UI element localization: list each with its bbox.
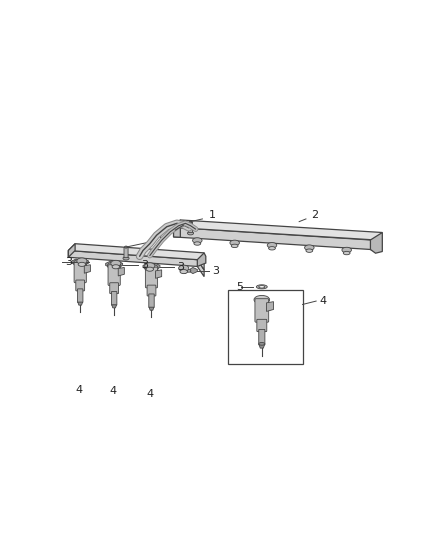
- Polygon shape: [173, 220, 180, 237]
- Text: 4: 4: [320, 296, 327, 306]
- Ellipse shape: [267, 243, 277, 248]
- Ellipse shape: [343, 252, 350, 255]
- Text: 3: 3: [65, 257, 72, 268]
- Ellipse shape: [112, 265, 120, 269]
- Ellipse shape: [112, 263, 116, 266]
- Ellipse shape: [74, 260, 87, 267]
- Ellipse shape: [268, 247, 276, 250]
- Polygon shape: [72, 259, 78, 265]
- Polygon shape: [149, 307, 154, 310]
- Polygon shape: [191, 268, 197, 273]
- Ellipse shape: [78, 261, 82, 264]
- FancyBboxPatch shape: [149, 294, 154, 308]
- Ellipse shape: [256, 285, 267, 289]
- Ellipse shape: [107, 262, 121, 270]
- Ellipse shape: [187, 231, 194, 235]
- Ellipse shape: [194, 242, 201, 245]
- FancyBboxPatch shape: [147, 285, 156, 296]
- Polygon shape: [84, 265, 90, 273]
- Ellipse shape: [179, 265, 189, 271]
- Polygon shape: [118, 268, 124, 276]
- Polygon shape: [173, 220, 382, 240]
- Polygon shape: [143, 263, 150, 270]
- Text: 5: 5: [237, 282, 244, 292]
- Ellipse shape: [259, 286, 265, 288]
- FancyBboxPatch shape: [76, 280, 85, 291]
- Polygon shape: [116, 261, 123, 268]
- Polygon shape: [155, 270, 162, 278]
- Ellipse shape: [180, 270, 187, 273]
- Polygon shape: [78, 302, 83, 305]
- Text: 4: 4: [146, 389, 154, 399]
- FancyBboxPatch shape: [74, 262, 86, 282]
- Ellipse shape: [145, 263, 155, 269]
- Text: 4: 4: [75, 385, 82, 394]
- Ellipse shape: [193, 238, 202, 243]
- Ellipse shape: [77, 258, 87, 264]
- FancyBboxPatch shape: [108, 265, 120, 286]
- FancyBboxPatch shape: [188, 222, 193, 232]
- FancyBboxPatch shape: [255, 298, 268, 322]
- Polygon shape: [82, 259, 88, 265]
- FancyBboxPatch shape: [110, 282, 119, 294]
- Bar: [228, 289, 303, 364]
- Ellipse shape: [145, 264, 158, 272]
- FancyBboxPatch shape: [145, 267, 158, 288]
- Polygon shape: [112, 305, 117, 308]
- FancyBboxPatch shape: [257, 319, 267, 332]
- Ellipse shape: [124, 246, 127, 248]
- Ellipse shape: [306, 249, 313, 252]
- FancyBboxPatch shape: [124, 247, 128, 257]
- Text: 1: 1: [209, 210, 216, 220]
- Ellipse shape: [111, 260, 121, 266]
- Polygon shape: [153, 263, 160, 270]
- Text: 3: 3: [177, 262, 184, 272]
- Polygon shape: [180, 268, 187, 273]
- Ellipse shape: [187, 270, 191, 272]
- Polygon shape: [68, 244, 75, 257]
- Ellipse shape: [254, 295, 270, 304]
- Polygon shape: [68, 244, 204, 270]
- Ellipse shape: [231, 244, 238, 248]
- Ellipse shape: [146, 267, 154, 271]
- Ellipse shape: [230, 240, 240, 246]
- FancyBboxPatch shape: [78, 289, 83, 302]
- Ellipse shape: [342, 247, 351, 253]
- Polygon shape: [106, 261, 113, 268]
- Ellipse shape: [259, 343, 265, 345]
- Ellipse shape: [78, 262, 86, 266]
- Ellipse shape: [189, 221, 192, 223]
- Ellipse shape: [149, 265, 154, 268]
- Text: 3: 3: [212, 266, 219, 276]
- Ellipse shape: [304, 245, 314, 251]
- Text: 1: 1: [156, 233, 163, 243]
- Polygon shape: [68, 251, 204, 277]
- Text: 2: 2: [311, 210, 318, 220]
- FancyBboxPatch shape: [111, 292, 117, 305]
- Polygon shape: [173, 228, 375, 252]
- Text: 3: 3: [141, 260, 148, 270]
- Polygon shape: [259, 345, 265, 348]
- Polygon shape: [266, 302, 273, 311]
- FancyBboxPatch shape: [259, 329, 265, 345]
- Text: 4: 4: [109, 386, 116, 397]
- Polygon shape: [197, 253, 206, 266]
- Ellipse shape: [123, 256, 129, 260]
- Polygon shape: [371, 232, 382, 253]
